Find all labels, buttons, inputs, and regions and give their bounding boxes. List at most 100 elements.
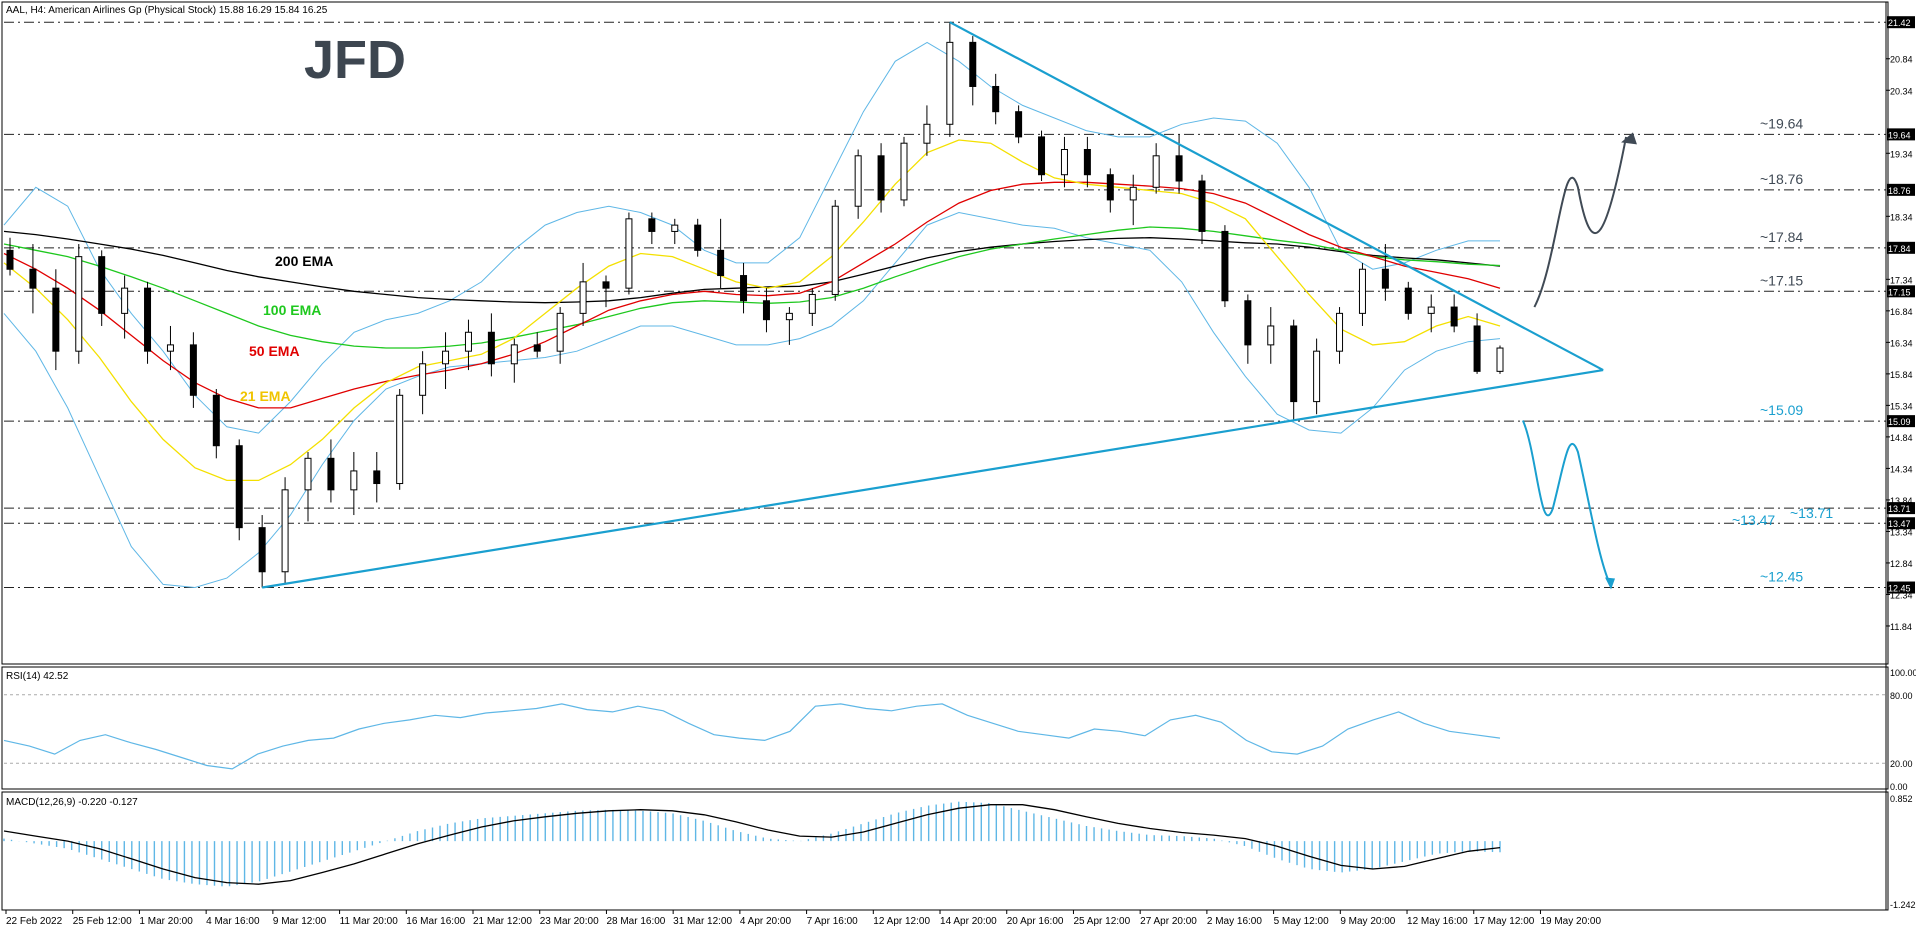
time-tick: 2 May 16:00 [1207, 916, 1262, 927]
time-tick: 9 Mar 12:00 [273, 916, 327, 927]
time-tick: 4 Mar 16:00 [206, 916, 260, 927]
candle [98, 256, 106, 314]
price-tick: 20.34 [1890, 86, 1913, 96]
rsi-tick: 20.00 [1890, 759, 1913, 769]
candle [854, 155, 862, 207]
time-tick: 11 Mar 20:00 [340, 916, 399, 927]
candle [1106, 174, 1114, 201]
21-ema-line [3, 139, 1501, 482]
candle [648, 218, 656, 232]
candle [740, 275, 748, 302]
candle [579, 281, 587, 314]
price-marker [1887, 581, 1915, 594]
bollinger-bands [3, 41, 1501, 589]
time-tick: 4 Apr 20:00 [740, 916, 792, 927]
candles [6, 22, 1504, 588]
jfd-logo: JFD [304, 30, 406, 90]
price-tick: 12.45 [1888, 584, 1911, 594]
candle [762, 300, 770, 321]
candle [625, 218, 633, 289]
price-marker [1887, 415, 1915, 428]
candle [556, 312, 564, 352]
candle [533, 344, 541, 352]
candle [1244, 300, 1252, 346]
price-tick: 11.84 [1890, 622, 1912, 632]
candle [304, 457, 312, 491]
candle [281, 489, 289, 573]
time-tick: 23 Mar 20:00 [540, 916, 599, 927]
candle [992, 85, 1000, 113]
price-tick: 20.84 [1890, 55, 1913, 65]
candle [212, 394, 220, 447]
rsi-tick: 0.00 [1890, 782, 1908, 792]
candle [52, 287, 60, 352]
candle [487, 331, 495, 365]
time-tick: 14 Apr 20:00 [940, 916, 997, 927]
candle [29, 268, 37, 289]
price-tick: 17.34 [1890, 275, 1913, 285]
price-tick: 13.71 [1888, 504, 1911, 514]
ema-lines [3, 139, 1501, 482]
price-tick: 19.34 [1890, 149, 1913, 159]
200-ema-line [3, 230, 1501, 304]
bearish-scenario-path [1522, 420, 1611, 585]
candle [1175, 155, 1183, 182]
time-tick: 19 May 20:00 [1540, 916, 1601, 927]
price-tick: 13.34 [1890, 527, 1913, 537]
macd-label: MACD(12,26,9) -0.220 -0.127 [6, 797, 138, 808]
candle [166, 344, 174, 352]
candle [1313, 350, 1321, 403]
candle [808, 293, 816, 314]
time-tick: 27 Apr 20:00 [1140, 916, 1197, 927]
price-tick: 18.34 [1890, 212, 1913, 222]
price-tick: 16.34 [1890, 338, 1913, 348]
candle [350, 470, 358, 491]
ema21-label: 21 EMA [240, 388, 291, 404]
price-axis: 21.42 20.84 20.34 19.64 19.34 18.76 18.34 17.84… [1885, 2, 1915, 910]
candle [946, 41, 954, 125]
macd-signal-line [3, 804, 1501, 885]
bullish-scenario-path [1533, 136, 1628, 308]
candle [1427, 306, 1435, 314]
price-tick: 12.34 [1890, 590, 1913, 600]
candle [419, 363, 427, 396]
price-tick: 17.84 [1888, 244, 1911, 254]
candle [602, 281, 610, 289]
candle [877, 155, 885, 201]
time-tick: 25 Feb 12:00 [73, 916, 132, 927]
candle [121, 287, 129, 314]
time-tick: 20 Apr 16:00 [1007, 916, 1064, 927]
time-tick: 12 Apr 12:00 [873, 916, 930, 927]
ascending-trendline [261, 369, 1604, 589]
price-tick: 15.09 [1888, 417, 1911, 427]
candle [1221, 230, 1229, 302]
level-label: ~18.76 [1760, 171, 1803, 187]
candle [1129, 186, 1137, 201]
candle [1198, 180, 1206, 232]
level-label: ~15.09 [1760, 402, 1803, 418]
100-ema-line [3, 226, 1501, 349]
candle [189, 344, 197, 396]
candle [785, 312, 793, 321]
candle [510, 344, 518, 365]
candle [464, 331, 472, 352]
price-marker [1887, 517, 1915, 530]
main-pane-frame [1, 1, 1889, 665]
candle [969, 41, 977, 87]
candle [75, 256, 83, 352]
candle [442, 350, 450, 365]
price-tick: 21.42 [1888, 18, 1911, 28]
price-tick: 18.76 [1888, 186, 1911, 196]
up-arrow-icon [1621, 132, 1637, 145]
time-tick: 16 Mar 16:00 [406, 916, 465, 927]
symbol-header: AAL, H4: American Airlines Gp (Physical … [6, 5, 328, 16]
horizontal-levels: ~19.64 ~18.76 ~17.84 ~17.15 ~15.09 ~13.71 ~13.… [4, 21, 1886, 589]
candle [717, 249, 725, 277]
rsi-tick: 100.00 [1890, 668, 1916, 678]
candle [831, 205, 839, 295]
level-label: ~13.47 [1732, 512, 1775, 528]
candle [327, 457, 335, 491]
candle [6, 249, 14, 270]
